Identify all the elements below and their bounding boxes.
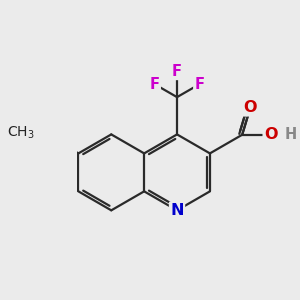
Text: F: F [150,77,160,92]
Text: O: O [264,127,278,142]
Text: CH$_3$: CH$_3$ [8,124,35,141]
Text: O: O [244,100,257,115]
Text: F: F [194,77,204,92]
Text: F: F [172,64,182,79]
Text: N: N [170,203,184,218]
Text: H: H [285,127,297,142]
